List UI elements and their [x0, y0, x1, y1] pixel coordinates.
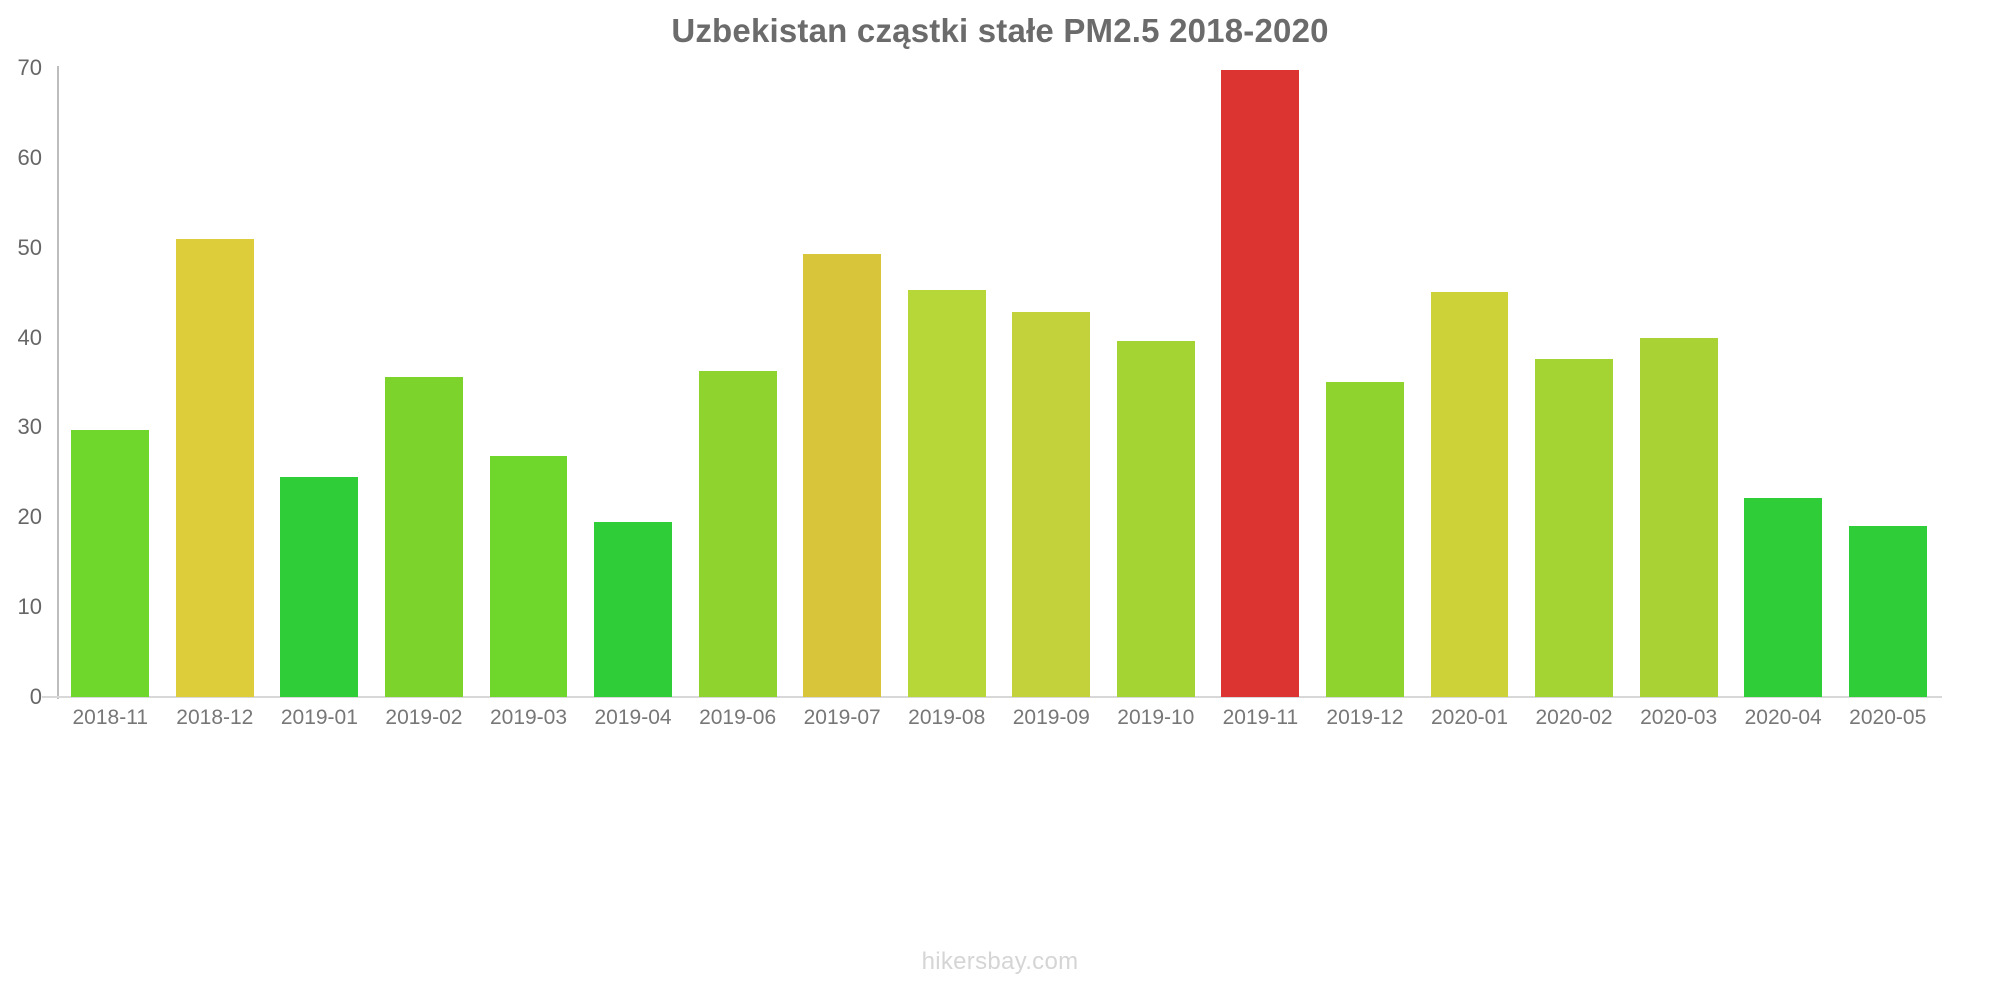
bar-slot	[1744, 68, 1823, 697]
x-tick-label: 2019-06	[699, 706, 777, 729]
x-tick-label: 2019-01	[280, 706, 358, 729]
bar-slot	[803, 68, 882, 697]
bar-slot	[594, 68, 672, 697]
y-axis-line	[57, 66, 59, 699]
y-tick-label: 40	[17, 324, 42, 350]
bar-slot	[1848, 68, 1927, 697]
x-tick-label: 2018-12	[176, 706, 254, 729]
x-tick-label: 2018-11	[72, 706, 149, 729]
bar-slot	[1221, 68, 1300, 697]
bar-slot	[71, 68, 150, 697]
bar-slot	[1535, 68, 1613, 697]
bar[interactable]	[698, 370, 777, 697]
bar-slot	[489, 68, 568, 697]
x-tick-label: 2020-05	[1849, 706, 1927, 729]
y-tick-label: 60	[17, 144, 42, 170]
bar[interactable]	[1430, 291, 1509, 697]
bar[interactable]	[1221, 69, 1300, 697]
y-tick-label: 20	[17, 504, 42, 530]
bar[interactable]	[803, 254, 882, 697]
x-axis-line	[42, 696, 1942, 698]
bar[interactable]	[594, 521, 672, 697]
bar[interactable]	[280, 476, 359, 697]
bar[interactable]	[1848, 526, 1927, 697]
x-tick-label: 2019-02	[385, 706, 463, 729]
bar[interactable]	[1325, 381, 1404, 697]
x-tick-label: 2019-03	[489, 706, 568, 729]
x-tick-label: 2019-11	[1222, 706, 1299, 729]
y-tick-label: 0	[29, 684, 42, 709]
bar[interactable]	[384, 377, 463, 697]
bar[interactable]	[71, 430, 150, 697]
bar-slot	[280, 68, 359, 697]
bar[interactable]	[1744, 498, 1823, 697]
y-tick-label: 50	[17, 234, 42, 260]
bar-slot	[175, 68, 254, 697]
bar-slot	[1430, 68, 1509, 697]
x-tick-label: 2020-04	[1744, 706, 1822, 729]
x-tick-label: 2020-01	[1430, 706, 1509, 729]
bar-slot	[907, 68, 986, 697]
bar[interactable]	[1639, 337, 1718, 697]
bar[interactable]	[1012, 311, 1091, 697]
bar-slot	[698, 68, 777, 697]
bar[interactable]	[907, 289, 986, 697]
bar[interactable]	[1116, 341, 1195, 697]
bar-slot	[1012, 68, 1091, 697]
x-tick-label: 2019-08	[908, 706, 986, 729]
x-axis-tick-labels: 2018-11 2018-12 2019-01 2019-02 2019-03 2019-…	[58, 706, 1940, 746]
x-tick-label: 2019-07	[803, 706, 881, 729]
chart-title: Uzbekistan cząstki stałe PM2.5 2018-2020	[671, 12, 1329, 49]
x-tick-label: 2019-09	[1012, 706, 1090, 729]
x-tick-label: 2020-02	[1535, 706, 1613, 729]
watermark: hikersbay.com	[921, 948, 1079, 975]
y-tick-label: 30	[17, 414, 42, 440]
bar-slot	[1639, 68, 1718, 697]
x-tick-label: 2020-03	[1640, 706, 1718, 729]
bar-slot	[1116, 68, 1195, 697]
bar-slot	[1325, 68, 1404, 697]
bar[interactable]	[175, 238, 254, 697]
y-axis-tick-labels: 0 10 20 30 40 50 60 70	[0, 0, 58, 1000]
y-tick-label: 70	[17, 55, 42, 80]
x-tick-label: 2019-12	[1326, 706, 1404, 729]
bar[interactable]	[489, 456, 568, 697]
bar[interactable]	[1535, 359, 1613, 697]
bar-slot	[384, 68, 463, 697]
bar-series	[58, 68, 1940, 697]
x-tick-label: 2019-04	[594, 706, 672, 729]
y-tick-label: 10	[17, 594, 42, 620]
x-tick-label: 2019-10	[1117, 706, 1195, 729]
